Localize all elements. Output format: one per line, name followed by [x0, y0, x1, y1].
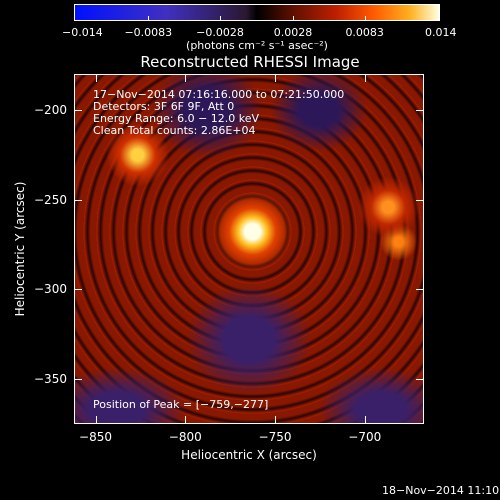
x-axis-label: Heliocentric X (arcsec)	[181, 448, 317, 462]
annotation-time-range: 17−Nov−2014 07:16:16.000 to 07:21:50.000	[93, 88, 345, 101]
colorbar-tick-label: 0.0028	[273, 26, 313, 39]
heatmap-plot: 17−Nov−2014 07:16:16.000 to 07:21:50.000…	[74, 74, 424, 424]
y-tick-label: −350	[34, 372, 67, 387]
colorbar-tick-mark	[439, 16, 440, 21]
y-tick-label: −250	[34, 192, 67, 207]
annotation-detectors: Detectors: 3F 6F 9F, Att 0	[93, 100, 235, 113]
annotation-peak-position: Position of Peak = [−759,−277]	[93, 398, 269, 411]
y-tick-label: −200	[34, 102, 67, 117]
y-tick-mark	[75, 109, 82, 111]
colorbar-tick-label: −0.0083	[124, 26, 173, 39]
colorbar-units: (photons cm⁻² s⁻¹ asec⁻²)	[186, 39, 328, 52]
x-tick-label: −800	[168, 430, 202, 444]
annotation-energy-range: Energy Range: 6.0 − 12.0 keV	[93, 112, 260, 125]
annotation-clean-counts: Clean Total counts: 2.86E+04	[93, 124, 256, 137]
x-tick-mark	[364, 416, 366, 423]
x-tick-mark	[185, 416, 187, 423]
colorbar-tick-mark	[220, 16, 221, 21]
y-tick-mark	[75, 289, 82, 291]
y-tick-mark	[75, 379, 82, 381]
colorbar-tick-mark	[364, 16, 366, 21]
footer-timestamp: 18−Nov−2014 11:10	[382, 484, 500, 497]
colorbar-tick-mark	[74, 16, 75, 21]
colorbar-tick-mark	[148, 16, 150, 21]
y-tick-mark-right	[416, 109, 423, 111]
x-tick-label: −700	[348, 430, 382, 444]
colorbar-tick-label: 0.0083	[345, 26, 384, 39]
chart-title: Reconstructed RHESSI Image	[140, 53, 360, 71]
x-tick-mark-top	[185, 75, 187, 82]
x-tick-mark-top	[364, 75, 366, 82]
y-tick-mark-right	[416, 379, 423, 381]
colorbar	[74, 4, 440, 21]
colorbar-tick-label: −0.0028	[196, 26, 244, 39]
x-tick-mark	[95, 416, 97, 423]
colorbar-tick-mark	[293, 16, 294, 21]
x-tick-label: −850	[79, 430, 113, 444]
x-tick-mark-top	[95, 75, 97, 82]
y-tick-label: −300	[34, 282, 67, 297]
colorbar-tick-label: 0.014	[425, 26, 457, 39]
x-tick-mark	[275, 416, 277, 423]
y-tick-mark	[75, 199, 82, 201]
y-axis-label: Heliocentric Y (arcsec)	[13, 181, 27, 317]
y-tick-mark-right	[416, 289, 423, 291]
colorbar-tick-label: −0.014	[62, 26, 103, 39]
y-tick-mark-right	[416, 199, 423, 201]
x-tick-mark-top	[275, 75, 277, 82]
x-tick-label: −750	[258, 430, 292, 444]
